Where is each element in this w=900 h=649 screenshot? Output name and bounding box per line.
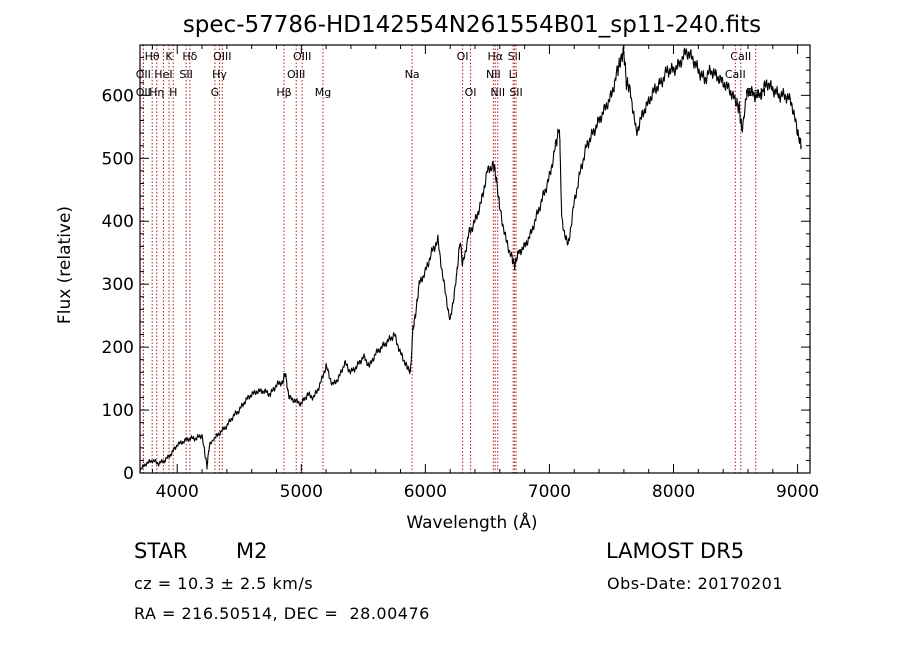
spectral-line-label: Li xyxy=(509,68,518,81)
survey-name: LAMOST DR5 xyxy=(606,539,745,563)
y-tick-label: 100 xyxy=(102,401,134,421)
spectral-line-label: Hη xyxy=(149,86,164,99)
spectral-line-label: OIII xyxy=(293,50,311,63)
y-axis-label: Flux (relative) xyxy=(55,206,75,324)
spectral-line-label: NII xyxy=(486,68,501,81)
spectral-line-label: SII xyxy=(508,50,521,63)
x-tick-label: 8000 xyxy=(652,482,695,502)
axis-layer: 4000 5000 6000 7000 8000 9000 0 100 200 300 400 500… xyxy=(102,45,819,502)
y-tick-label: 400 xyxy=(102,212,134,232)
chart-title: spec-57786-HD142554N261554B01_sp11-240.f… xyxy=(183,12,761,38)
y-tick-label: 0 xyxy=(123,464,134,484)
spectral-line-label: Hγ xyxy=(212,68,227,81)
spectral-line-label: HeI xyxy=(154,68,172,81)
spectral-line-label: H xyxy=(169,86,177,99)
spectral-line-label: Mg xyxy=(315,86,331,99)
spectral-line-label: Hδ xyxy=(182,50,197,63)
spectral-line-label: SII xyxy=(179,68,192,81)
x-tick-label: 6000 xyxy=(404,482,447,502)
x-tick-label: 4000 xyxy=(156,482,199,502)
spectrum-chart: spec-57786-HD142554N261554B01_sp11-240.f… xyxy=(55,12,819,533)
y-tick-label: 200 xyxy=(102,338,134,358)
spectral-line-label: OI xyxy=(465,86,477,99)
spectral-line-label: Hθ xyxy=(145,50,160,63)
series-layer xyxy=(139,45,802,472)
object-subclass: M2 xyxy=(236,539,268,563)
spectral-line-label: Hβ xyxy=(276,86,291,99)
x-tick-label: 7000 xyxy=(528,482,571,502)
y-tick-label: 600 xyxy=(102,86,134,106)
obs-date: Obs-Date: 20170201 xyxy=(607,574,784,593)
spectral-line-label: CaII xyxy=(730,50,751,63)
x-axis-label: Wavelength (Å) xyxy=(406,511,537,533)
spectral-line-label: NII xyxy=(490,86,505,99)
coordinates: RA = 216.50514, DEC = 28.00476 xyxy=(134,604,430,623)
spectral-line-label: Hα xyxy=(487,50,503,63)
y-tick-label: 300 xyxy=(102,275,134,295)
x-tick-label: 5000 xyxy=(280,482,323,502)
spectrum-line xyxy=(139,45,802,472)
spectral-line-label: OIII xyxy=(213,50,231,63)
spectral-line-label: Na xyxy=(405,68,420,81)
y-tick-label: 500 xyxy=(102,149,134,169)
object-class: STAR xyxy=(134,539,188,563)
spectral-line-label: OI xyxy=(457,50,469,63)
plot-frame xyxy=(139,44,811,474)
spectral-line-label: G xyxy=(211,86,220,99)
spectral-line-label: SII xyxy=(509,86,522,99)
redshift-text: cz = 10.3 ± 2.5 km/s xyxy=(134,574,314,593)
spectral-line-label: CaII xyxy=(725,68,746,81)
x-tick-label: 9000 xyxy=(776,482,819,502)
spectral-line-label: K xyxy=(165,50,173,63)
spectral-line-label: OIII xyxy=(287,68,305,81)
